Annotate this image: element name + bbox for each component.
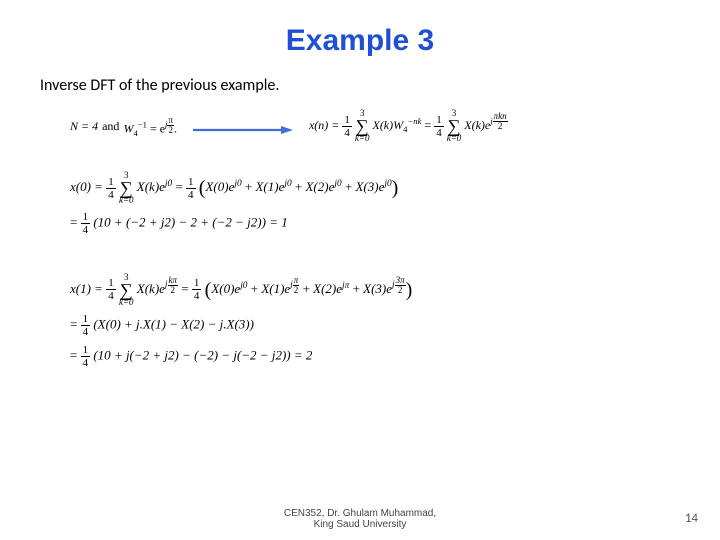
w-symbol: W [123, 121, 133, 135]
slide-title: Example 3 [40, 24, 680, 58]
eq-x1-line1: x(1) = 14 3∑k=0 X(k)ejkπ2 = 14 (X(0)ej0 … [70, 273, 680, 307]
definition-row: N = 4 and W4−1 = ejπ2. x(n) = 14 3∑k=0 X… [70, 109, 680, 143]
x1t1: X(0)e [211, 281, 240, 296]
page-number: 14 [685, 511, 698, 526]
x0p1: + [242, 179, 256, 194]
x0p3: + [342, 179, 356, 194]
w-eq: = e [147, 121, 165, 135]
x0s1: j0 [234, 179, 241, 189]
xn-lhs: x(n) = [309, 118, 342, 132]
eq-x0-line1: x(0) = 14 3∑k=0 X(k)ej0 = 14 (X(0)ej0 + … [70, 171, 680, 205]
page-number-value: 14 [685, 511, 698, 526]
x1close: ) [406, 279, 413, 301]
x1-lhs: x(1) = [70, 281, 106, 296]
x0eq: = [175, 179, 186, 194]
x0f2d: 4 [186, 189, 196, 201]
eq-x0-line2: = 14 (10 + (−2 + j2) − 2 + (−2 − j2)) = … [70, 211, 680, 236]
x1f1d: 4 [106, 290, 116, 302]
x1sb: k=0 [119, 298, 134, 307]
x1p2: + [299, 281, 313, 296]
x0bbody: (10 + (−2 + j2) − 2 + (−2 − j2)) = 1 [93, 215, 287, 230]
f2n: 1 [434, 114, 444, 127]
x0t4: X(3)e [355, 179, 384, 194]
x1bfd: 4 [81, 326, 91, 338]
x0s2: j0 [284, 179, 291, 189]
x1bpre: = [70, 316, 81, 331]
x0s4: j0 [384, 179, 391, 189]
x0f1d: 4 [106, 189, 116, 201]
xkw: X(k)W [372, 118, 403, 132]
xke: X(k)e [464, 118, 490, 132]
and-text: and [102, 119, 119, 134]
subtitle-text: Inverse DFT of the previous example. [40, 76, 279, 95]
x0close: ) [392, 177, 399, 199]
eq-x1-line2: = 14 (X(0) + j.X(1) − X(2) − j.X(3)) [70, 313, 680, 338]
x1bbody: (X(0) + j.X(1) − X(2) − j.X(3)) [93, 316, 254, 331]
xkw-sup: −nk [407, 116, 421, 126]
title-text: Example 3 [286, 24, 434, 57]
x0bpre: = [70, 215, 81, 230]
f1d: 4 [342, 127, 352, 139]
x0m: X(k)e [137, 179, 165, 194]
x1eq: = [181, 281, 192, 296]
x0-lhs: x(0) = [70, 179, 106, 194]
x0sb: k=0 [119, 196, 134, 205]
f2d: 4 [434, 127, 444, 139]
s1b: k=0 [355, 134, 370, 143]
x0p2: + [292, 179, 306, 194]
x1cfn: 1 [81, 344, 91, 357]
x1m: X(k)e [137, 281, 165, 296]
x1t3: X(2)e [313, 281, 342, 296]
x0ms: j0 [165, 179, 172, 189]
x1cpre: = [70, 348, 81, 363]
eq-x1-line3: = 14 (10 + j(−2 + j2) − (−2) − j(−2 − j2… [70, 344, 680, 369]
x0t2: X(1)e [255, 179, 284, 194]
x1f2d: 4 [192, 290, 202, 302]
x1f1n: 1 [106, 277, 116, 290]
arrow-icon [193, 121, 293, 131]
footer-line2: King Saud University [314, 519, 407, 530]
x1cbody: (10 + j(−2 + j2) − (−2) − j(−2 − j2)) = … [93, 348, 312, 363]
x0s3: j0 [334, 179, 341, 189]
x1t2: X(1)e [261, 281, 290, 296]
definition-left: N = 4 and W4−1 = ejπ2. [70, 116, 177, 136]
eq2: = [424, 118, 434, 132]
x0t3: X(2)e [305, 179, 334, 194]
f1n: 1 [342, 114, 352, 127]
x0f1n: 1 [106, 176, 116, 189]
w-sup: −1 [138, 119, 147, 129]
x1s4d: 2 [395, 286, 406, 295]
x1t4: X(3)e [363, 281, 392, 296]
slide-subtitle: Inverse DFT of the previous example. [40, 76, 680, 95]
s2b: k=0 [447, 134, 462, 143]
x0bfn: 1 [81, 211, 91, 224]
x1p1: + [247, 281, 261, 296]
x1p3: + [349, 281, 363, 296]
te-d: 2 [493, 122, 508, 131]
x1f2n: 1 [192, 277, 202, 290]
x1md: 2 [168, 286, 179, 295]
definition-right: x(n) = 14 3∑k=0 X(k)W4−nk = 14 3∑k=0 X(k… [309, 109, 508, 143]
n-equals: N = 4 [70, 119, 98, 134]
x0t1: X(0)e [205, 179, 234, 194]
x1bfn: 1 [81, 313, 91, 326]
x0bfd: 4 [81, 224, 91, 236]
footer: CEN352, Dr. Ghulam Muhammad, King Saud U… [0, 508, 720, 530]
x1cfd: 4 [81, 357, 91, 369]
x0f2n: 1 [186, 176, 196, 189]
footer-line1: CEN352, Dr. Ghulam Muhammad, [284, 508, 436, 519]
